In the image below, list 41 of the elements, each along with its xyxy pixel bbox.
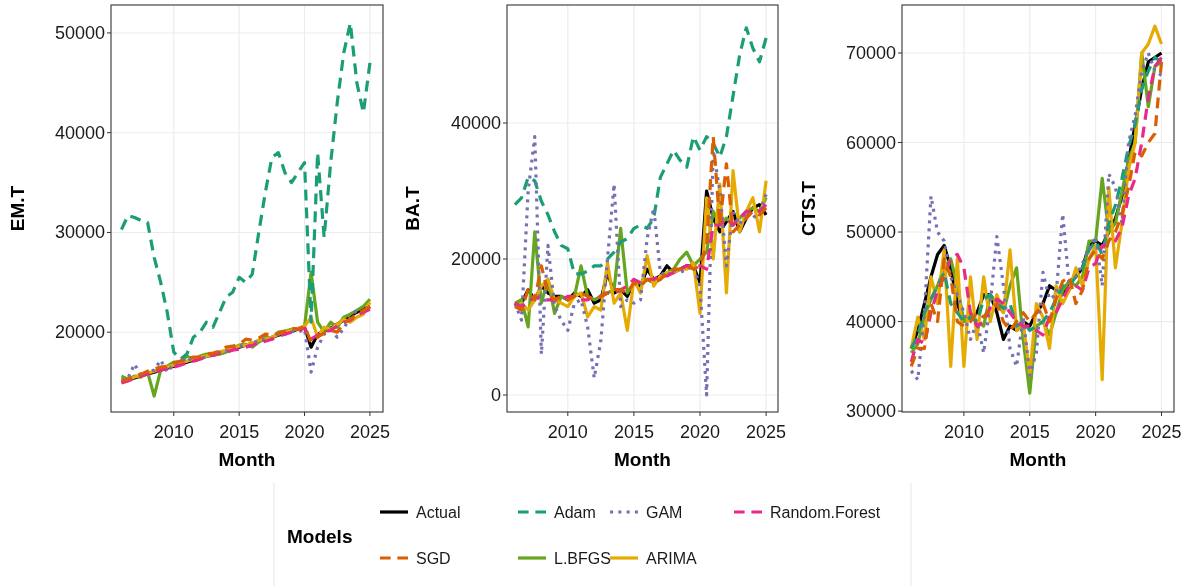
x-tick-label: 2025 xyxy=(349,422,390,442)
line-series xyxy=(513,134,768,397)
legend-label: Actual xyxy=(416,504,461,521)
x-tick-label: 2010 xyxy=(547,422,588,442)
y-axis-title: BA.T xyxy=(402,185,423,231)
x-tick-label: 2010 xyxy=(943,422,984,442)
y-tick-label: 40000 xyxy=(845,311,896,332)
x-tick-label: 2020 xyxy=(679,422,721,442)
y-tick-label: 70000 xyxy=(845,42,896,63)
y-axis-title: EM.T xyxy=(7,185,28,232)
line-series xyxy=(513,26,768,276)
legend-title: Models xyxy=(287,526,353,547)
x-axis-title: Month xyxy=(218,449,276,470)
y-tick-label: 30000 xyxy=(54,222,105,243)
x-tick-label: 2020 xyxy=(284,422,325,442)
y-tick-label: 20000 xyxy=(450,248,501,269)
x-tick-label: 2015 xyxy=(613,422,654,442)
legend-label: SGD xyxy=(416,550,451,567)
line-series xyxy=(513,134,768,312)
x-tick-label: 2025 xyxy=(1141,422,1182,442)
legend-label: ARIMA xyxy=(646,550,697,567)
legend-label: Adam xyxy=(554,504,596,521)
legend-label: L.BFGS xyxy=(554,550,611,567)
x-tick-label: 2025 xyxy=(746,422,787,442)
x-tick-label: 2010 xyxy=(153,422,194,442)
y-axis-title: CTS.T xyxy=(798,180,819,236)
y-tick-label: 20000 xyxy=(54,322,105,343)
y-tick-label: 60000 xyxy=(845,132,896,153)
x-axis-title: Month xyxy=(614,449,671,470)
x-tick-label: 2015 xyxy=(1009,422,1050,442)
y-tick-label: 0 xyxy=(490,385,501,405)
legend-label: GAM xyxy=(646,504,683,521)
y-tick-label: 30000 xyxy=(845,401,896,422)
legend-label: Random.Forest xyxy=(770,504,881,521)
y-tick-label: 40000 xyxy=(450,112,501,133)
y-tick-label: 40000 xyxy=(54,122,105,143)
y-tick-label: 50000 xyxy=(54,22,105,43)
y-tick-label: 50000 xyxy=(845,222,896,243)
x-axis-title: Month xyxy=(1009,449,1067,470)
x-tick-label: 2015 xyxy=(219,422,260,442)
x-tick-label: 2020 xyxy=(1075,422,1116,442)
